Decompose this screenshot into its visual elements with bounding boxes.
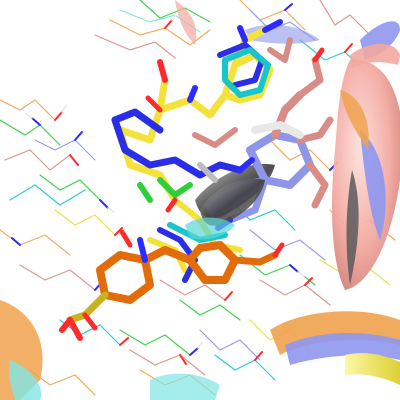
aromatic-ring-highlight [185,178,265,240]
ligand-sticks [66,26,334,324]
